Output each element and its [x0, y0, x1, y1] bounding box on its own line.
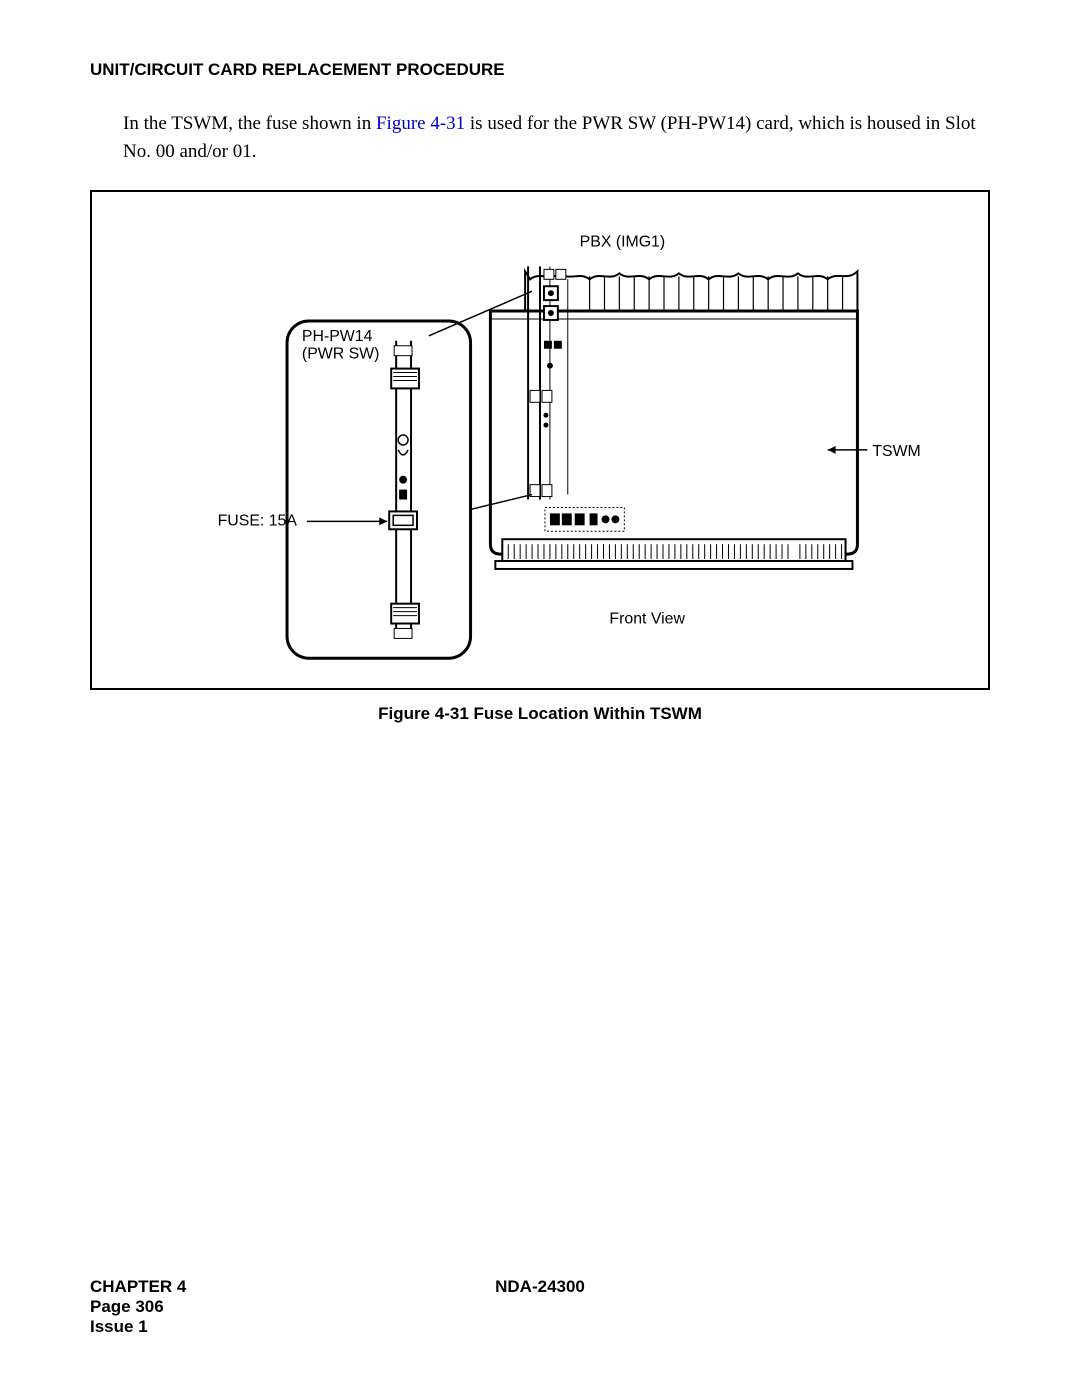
card-outline: [287, 321, 471, 658]
figure-link[interactable]: Figure 4-31: [376, 113, 465, 134]
label-pbx: PBX (IMG1): [580, 234, 665, 251]
figure-container: PBX (IMG1): [90, 190, 990, 690]
body-text-before: In the TSWM, the fuse shown in: [123, 113, 376, 134]
footer-chapter: CHAPTER 4: [90, 1277, 186, 1297]
footer-page: Page 306: [90, 1297, 186, 1317]
chassis-top: [525, 271, 857, 311]
footer-issue: Issue 1: [90, 1317, 186, 1337]
label-phpw14-1: PH-PW14: [302, 328, 373, 345]
figure-svg: PBX (IMG1): [92, 192, 988, 688]
chassis-bottom-connector: [495, 539, 852, 569]
label-front-view: Front View: [609, 611, 685, 628]
label-fuse: FUSE: 15A: [218, 512, 298, 529]
label-phpw14-2: (PWR SW): [302, 346, 380, 363]
footer-doc-number: NDA-24300: [495, 1277, 585, 1297]
figure-caption: Figure 4-31 Fuse Location Within TSWM: [90, 704, 990, 724]
section-title: UNIT/CIRCUIT CARD REPLACEMENT PROCEDURE: [90, 60, 990, 80]
label-tswm: TSWM: [872, 443, 920, 460]
body-paragraph: In the TSWM, the fuse shown in Figure 4-…: [123, 110, 990, 165]
page-footer: CHAPTER 4 Page 306 Issue 1 NDA-24300: [90, 1277, 990, 1337]
